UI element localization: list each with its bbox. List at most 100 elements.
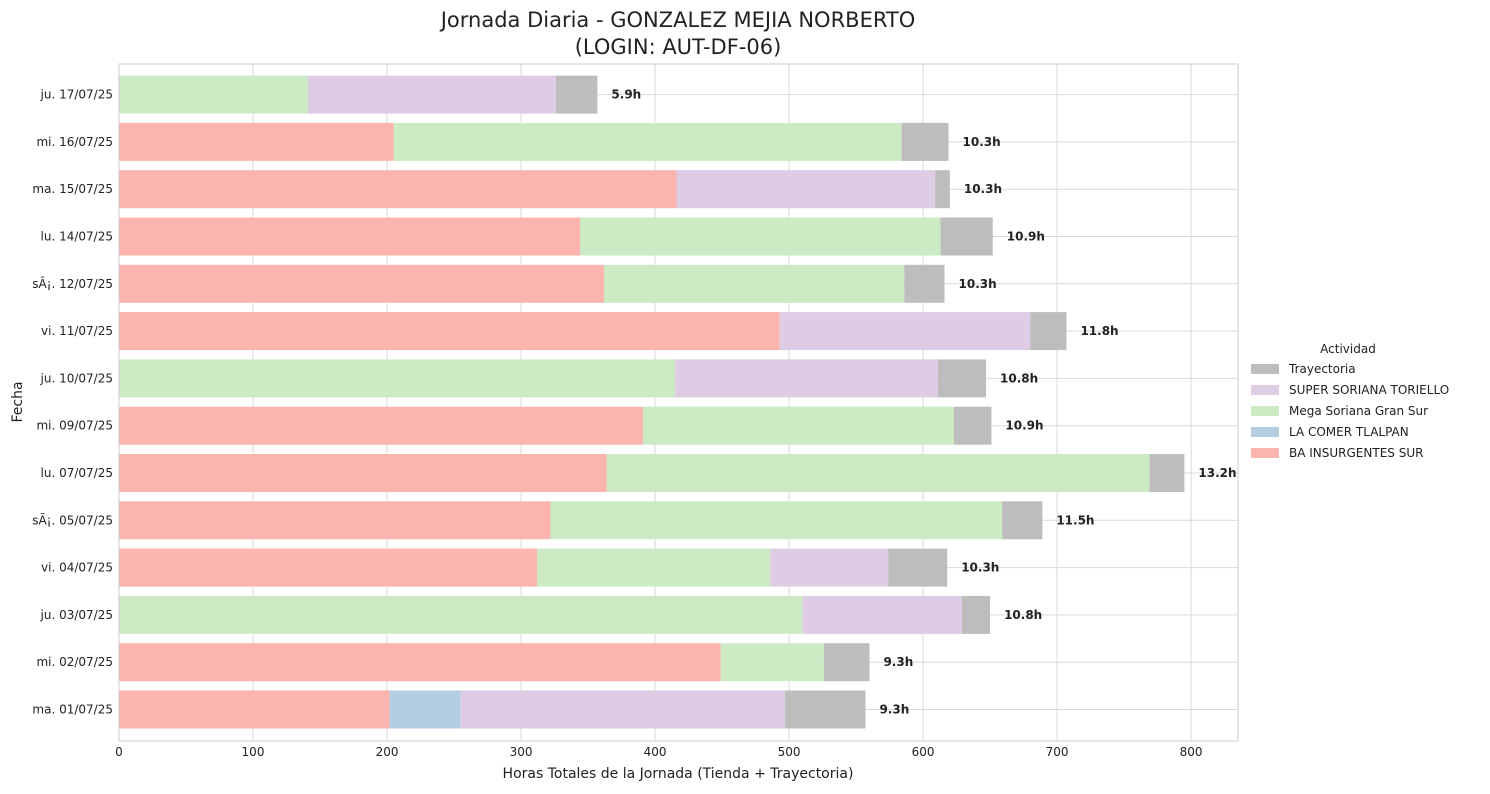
- bar-segment: [937, 359, 987, 398]
- chart-title: Jornada Diaria - GONZALEZ MEJIA NORBERTO: [439, 8, 916, 32]
- y-tick-label: mi. 02/07/25: [36, 655, 113, 669]
- bar-segment: [119, 312, 780, 351]
- bar-segment: [1030, 312, 1067, 351]
- bar-total-label: 9.3h: [879, 703, 909, 717]
- bar-segment: [537, 548, 771, 587]
- bar-segment: [119, 359, 676, 398]
- bar-segment: [904, 264, 945, 303]
- bar-total-label: 10.8h: [1000, 371, 1038, 385]
- bar-total-label: 9.3h: [883, 655, 913, 669]
- x-tick-label: 500: [778, 745, 801, 759]
- legend-entry-label: Mega Soriana Gran Sur: [1289, 404, 1428, 418]
- y-tick-label: ma. 01/07/25: [32, 703, 113, 717]
- x-axis-label: Horas Totales de la Jornada (Tienda + Tr…: [503, 766, 854, 782]
- x-tick-label: 100: [242, 745, 265, 759]
- bar-segment: [119, 406, 643, 445]
- bar-segment: [550, 501, 1003, 540]
- bar-total-label: 10.3h: [963, 135, 1001, 149]
- bar-segment: [802, 595, 962, 634]
- bar-total-label: 10.9h: [1005, 419, 1043, 433]
- bar-segment: [785, 690, 866, 729]
- legend-entry-label: Trayectoria: [1288, 362, 1356, 376]
- bar-total-label: 10.9h: [1007, 230, 1045, 244]
- bar-segment: [119, 170, 677, 209]
- bar-segment: [888, 548, 948, 587]
- bar-segment: [823, 643, 870, 682]
- bar-segment: [901, 122, 949, 161]
- bar-segment: [555, 75, 598, 114]
- x-tick-label: 600: [912, 745, 935, 759]
- x-tick-label: 0: [115, 745, 123, 759]
- bar-segment: [460, 690, 786, 729]
- y-tick-label: mi. 09/07/25: [36, 419, 113, 433]
- bar-segment: [935, 170, 950, 209]
- y-tick-label: vi. 04/07/25: [41, 561, 113, 575]
- bar-segment: [119, 690, 390, 729]
- y-tick-label: lu. 14/07/25: [41, 230, 113, 244]
- bar-segment: [119, 454, 607, 492]
- y-tick-label: ju. 03/07/25: [40, 608, 113, 622]
- y-tick-label: sÃ¡. 12/07/25: [32, 276, 113, 291]
- chart-subtitle: (LOGIN: AUT-DF-06): [575, 35, 782, 59]
- bar-segment: [779, 312, 1031, 351]
- legend-swatch: [1251, 364, 1279, 374]
- y-tick-label: mi. 16/07/25: [36, 135, 113, 149]
- y-tick-label: sÃ¡. 05/07/25: [32, 512, 113, 527]
- x-tick-label: 300: [510, 745, 533, 759]
- bar-total-label: 13.2h: [1198, 466, 1236, 480]
- y-tick-label: lu. 07/07/25: [41, 466, 113, 480]
- bar-segment: [580, 217, 941, 256]
- bar-total-label: 10.3h: [961, 561, 999, 575]
- bar-segment: [940, 217, 993, 256]
- x-tick-label: 800: [1180, 745, 1203, 759]
- bar-segment: [676, 170, 936, 209]
- axes-layer: 0 100 200 300 400 500 600 700 800 ma. 01/07/25 mi.…: [32, 63, 1239, 759]
- bar-segment: [1149, 454, 1185, 492]
- bar-segment: [953, 406, 992, 445]
- legend-swatch: [1251, 427, 1279, 437]
- bar-segment: [606, 454, 1150, 492]
- bar-segment: [604, 264, 905, 303]
- bar-segment: [642, 406, 954, 445]
- x-tick-label: 200: [376, 745, 399, 759]
- x-tick-label: 700: [1046, 745, 1069, 759]
- legend-entry-label: SUPER SORIANA TORIELLO: [1289, 383, 1449, 397]
- bar-total-label: 11.5h: [1056, 513, 1094, 527]
- bar-segment: [119, 122, 394, 161]
- bar-total-label: 10.3h: [964, 182, 1002, 196]
- bar-total-label: 10.8h: [1004, 608, 1042, 622]
- y-axis-label: Fecha: [10, 381, 26, 422]
- bar-total-label: 11.8h: [1080, 324, 1118, 338]
- bar-segment: [1002, 501, 1043, 540]
- legend-swatch: [1251, 385, 1279, 395]
- y-tick-label: ju. 10/07/25: [40, 371, 113, 385]
- y-tick-label: ju. 17/07/25: [40, 88, 113, 102]
- bar-segment: [393, 122, 902, 161]
- bars-layer: [119, 75, 1185, 729]
- bar-total-label: 10.3h: [959, 277, 997, 291]
- bar-segment: [307, 75, 556, 114]
- legend-swatch: [1251, 448, 1279, 458]
- x-tick-label: 400: [644, 745, 667, 759]
- bar-segment: [119, 595, 803, 634]
- bar-segment: [675, 359, 938, 398]
- legend-title: Actividad: [1320, 342, 1376, 356]
- legend: Actividad Trayectoria SUPER SORIANA TORIE…: [1251, 342, 1449, 460]
- bar-segment: [119, 264, 605, 303]
- bar-segment: [119, 548, 538, 587]
- y-tick-label: ma. 15/07/25: [32, 182, 113, 196]
- bar-total-label: 5.9h: [611, 88, 641, 102]
- bar-segment: [119, 75, 308, 114]
- bar-segment: [119, 643, 721, 682]
- plot-frame: [118, 63, 1239, 742]
- legend-entry-label: LA COMER TLALPAN: [1289, 425, 1409, 439]
- total-labels-layer: 9.3h 9.3h 10.8h 10.3h 11.5h 13.2h 10.9h 10.8h 11…: [611, 88, 1236, 717]
- legend-swatch: [1251, 406, 1279, 416]
- bar-segment: [770, 548, 889, 587]
- y-tick-label: vi. 11/07/25: [41, 324, 113, 338]
- bar-segment: [119, 217, 581, 256]
- grid-layer: [118, 64, 1238, 741]
- legend-entry-label: BA INSURGENTES SUR: [1289, 446, 1423, 460]
